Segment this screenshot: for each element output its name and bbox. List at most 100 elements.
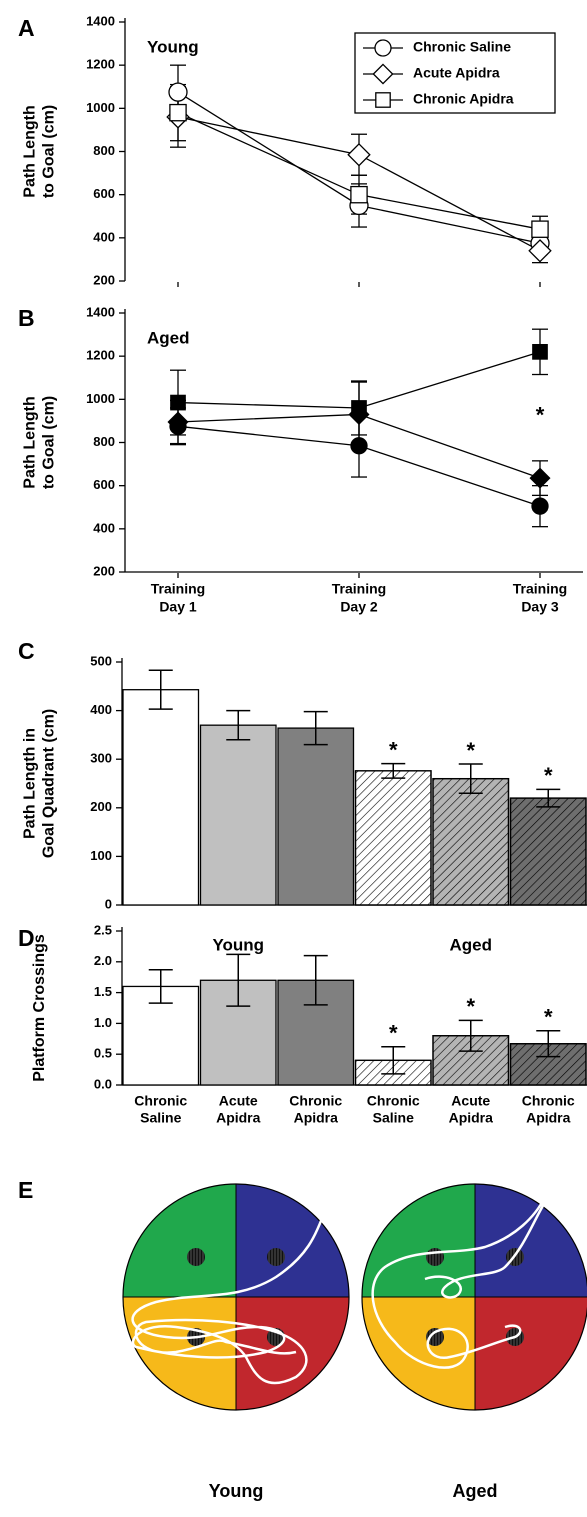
y-tick-label: 1400	[86, 13, 115, 28]
x-tick-label: Day 2	[340, 599, 378, 615]
group-label: Young	[212, 935, 264, 954]
quadrant	[475, 1184, 587, 1297]
x-tick-label: Chronic	[522, 1093, 575, 1109]
annotation: *	[544, 763, 553, 788]
x-tick-label: Apidra	[294, 1110, 339, 1126]
annotation: *	[544, 1005, 553, 1030]
marker	[531, 497, 549, 515]
legend-label: Chronic Saline	[413, 39, 511, 55]
quadrant	[123, 1184, 236, 1297]
x-tick-label: Apidra	[216, 1110, 261, 1126]
y-tick-label: 1000	[86, 100, 115, 115]
platform	[426, 1248, 444, 1266]
marker	[170, 394, 186, 411]
marker	[350, 437, 368, 455]
annotation: *	[466, 994, 475, 1019]
y-tick-label: 1200	[86, 57, 115, 72]
group-label: Aged	[450, 935, 493, 954]
panel-letter: D	[18, 925, 35, 951]
y-tick-label: 600	[93, 186, 115, 201]
y-tick-label: 1400	[86, 304, 115, 319]
panel-letter: A	[18, 15, 35, 41]
x-tick-label: Acute	[219, 1093, 258, 1109]
marker	[532, 343, 548, 360]
y-tick-label: 2.0	[94, 953, 112, 968]
marker	[347, 143, 371, 167]
y-tick-label: 0.5	[94, 1046, 112, 1061]
panel-letter: E	[18, 1177, 33, 1203]
quadrant	[362, 1184, 475, 1297]
maze-aged	[361, 1183, 587, 1411]
y-tick-label: 500	[90, 653, 112, 668]
y-tick-label: 800	[93, 434, 115, 449]
maze-title: Young	[209, 1481, 264, 1501]
marker	[350, 185, 368, 204]
x-tick-label: Chronic	[367, 1093, 420, 1109]
y-tick-label: 300	[90, 751, 112, 766]
y-tick-label: 600	[93, 477, 115, 492]
marker	[169, 103, 187, 122]
x-tick-label: Saline	[140, 1110, 181, 1126]
y-tick-label: 200	[93, 563, 115, 578]
panel-title: Young	[147, 37, 199, 56]
annotation: *	[389, 1021, 398, 1046]
platform	[426, 1328, 444, 1346]
y-tick-label: 1.5	[94, 984, 112, 999]
x-tick-label: Acute	[451, 1093, 490, 1109]
bar-hatch	[354, 770, 432, 906]
marker	[168, 82, 188, 102]
y-tick-label: 1200	[86, 348, 115, 363]
y-tick-label: 1000	[86, 391, 115, 406]
marker	[167, 411, 189, 433]
y-tick-label: 400	[93, 229, 115, 244]
y-tick-label: 400	[93, 520, 115, 535]
y-tick-label: 200	[90, 799, 112, 814]
y-axis-label: to Goal (cm)	[41, 396, 58, 489]
annotation: *	[466, 738, 475, 763]
y-tick-label: 2.5	[94, 922, 112, 937]
y-axis-label: to Goal (cm)	[41, 105, 58, 198]
maze-young	[122, 1183, 350, 1411]
x-tick-label: Apidra	[526, 1110, 571, 1126]
x-tick-label: Training	[151, 581, 205, 597]
bar	[122, 689, 200, 906]
quadrant	[362, 1297, 475, 1410]
y-axis-label: Path Length	[22, 105, 39, 197]
marker	[531, 220, 549, 238]
quadrant	[475, 1297, 587, 1410]
legend-marker	[372, 63, 394, 85]
y-axis-label: Path Length	[22, 396, 39, 488]
x-tick-label: Day 1	[159, 599, 197, 615]
y-tick-label: 1.0	[94, 1015, 112, 1030]
bar	[199, 724, 277, 906]
quadrant	[236, 1184, 349, 1297]
marker	[528, 239, 552, 263]
swim-path	[131, 1206, 328, 1385]
bar	[277, 727, 355, 906]
y-axis-label: Path Length in	[22, 728, 39, 839]
x-tick-label: Chronic	[289, 1093, 342, 1109]
platform	[267, 1248, 285, 1266]
y-tick-label: 800	[93, 143, 115, 158]
marker	[351, 400, 367, 416]
y-tick-label: 0	[105, 896, 112, 911]
panel-letter: C	[18, 638, 35, 664]
platform	[187, 1248, 205, 1266]
bar-hatch	[432, 777, 510, 906]
x-tick-label: Training	[513, 581, 567, 597]
x-tick-label: Apidra	[449, 1110, 494, 1126]
y-tick-label: 100	[90, 848, 112, 863]
x-tick-label: Day 3	[521, 599, 559, 615]
maze-title: Aged	[453, 1481, 498, 1501]
y-tick-label: 200	[93, 272, 115, 287]
x-tick-label: Training	[332, 581, 386, 597]
legend-marker	[374, 39, 392, 57]
annotation: *	[389, 737, 398, 762]
y-axis-label: Platform Crossings	[31, 934, 48, 1082]
legend-label: Acute Apidra	[413, 65, 500, 81]
y-axis-label: Goal Quadrant (cm)	[41, 709, 58, 858]
legend-marker	[375, 92, 391, 108]
swim-path	[371, 1196, 549, 1369]
y-tick-label: 0.0	[94, 1076, 112, 1091]
